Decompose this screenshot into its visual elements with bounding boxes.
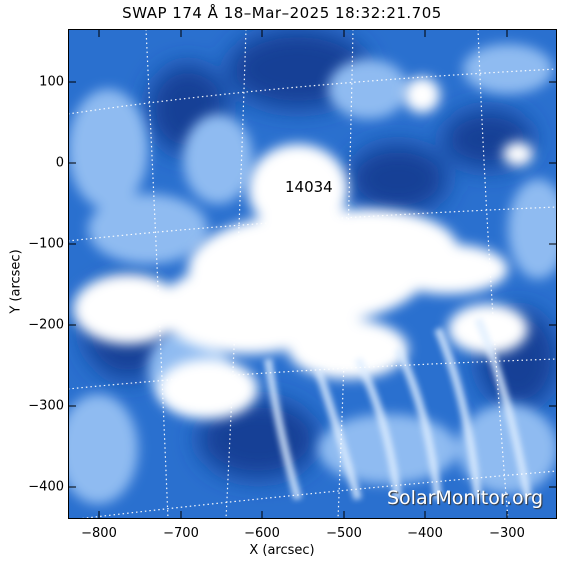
- active-region-label: 14034: [285, 178, 333, 196]
- x-tick-label: −300: [489, 526, 525, 541]
- solar-image-panel: [68, 29, 557, 519]
- image-title: SWAP 174 Å 18–Mar–2025 18:32:21.705: [122, 4, 442, 22]
- x-tick-label: −500: [326, 526, 362, 541]
- x-tick-label: −700: [163, 526, 199, 541]
- solar-image: [68, 29, 557, 519]
- y-tick-label: −300: [28, 398, 64, 414]
- y-tick-label: 100: [39, 74, 64, 90]
- watermark: SolarMonitor.org: [387, 487, 544, 509]
- y-axis-label: Y (arcsec): [8, 249, 24, 314]
- y-tick-label: −400: [28, 479, 64, 495]
- y-tick-label: −200: [28, 317, 64, 333]
- x-tick-label: −400: [407, 526, 443, 541]
- y-tick-label: −100: [28, 236, 64, 252]
- y-tick-label: 0: [55, 155, 64, 171]
- x-axis-label: X (arcsec): [249, 543, 315, 558]
- x-tick-label: −800: [81, 526, 117, 541]
- x-tick-label: −600: [244, 526, 280, 541]
